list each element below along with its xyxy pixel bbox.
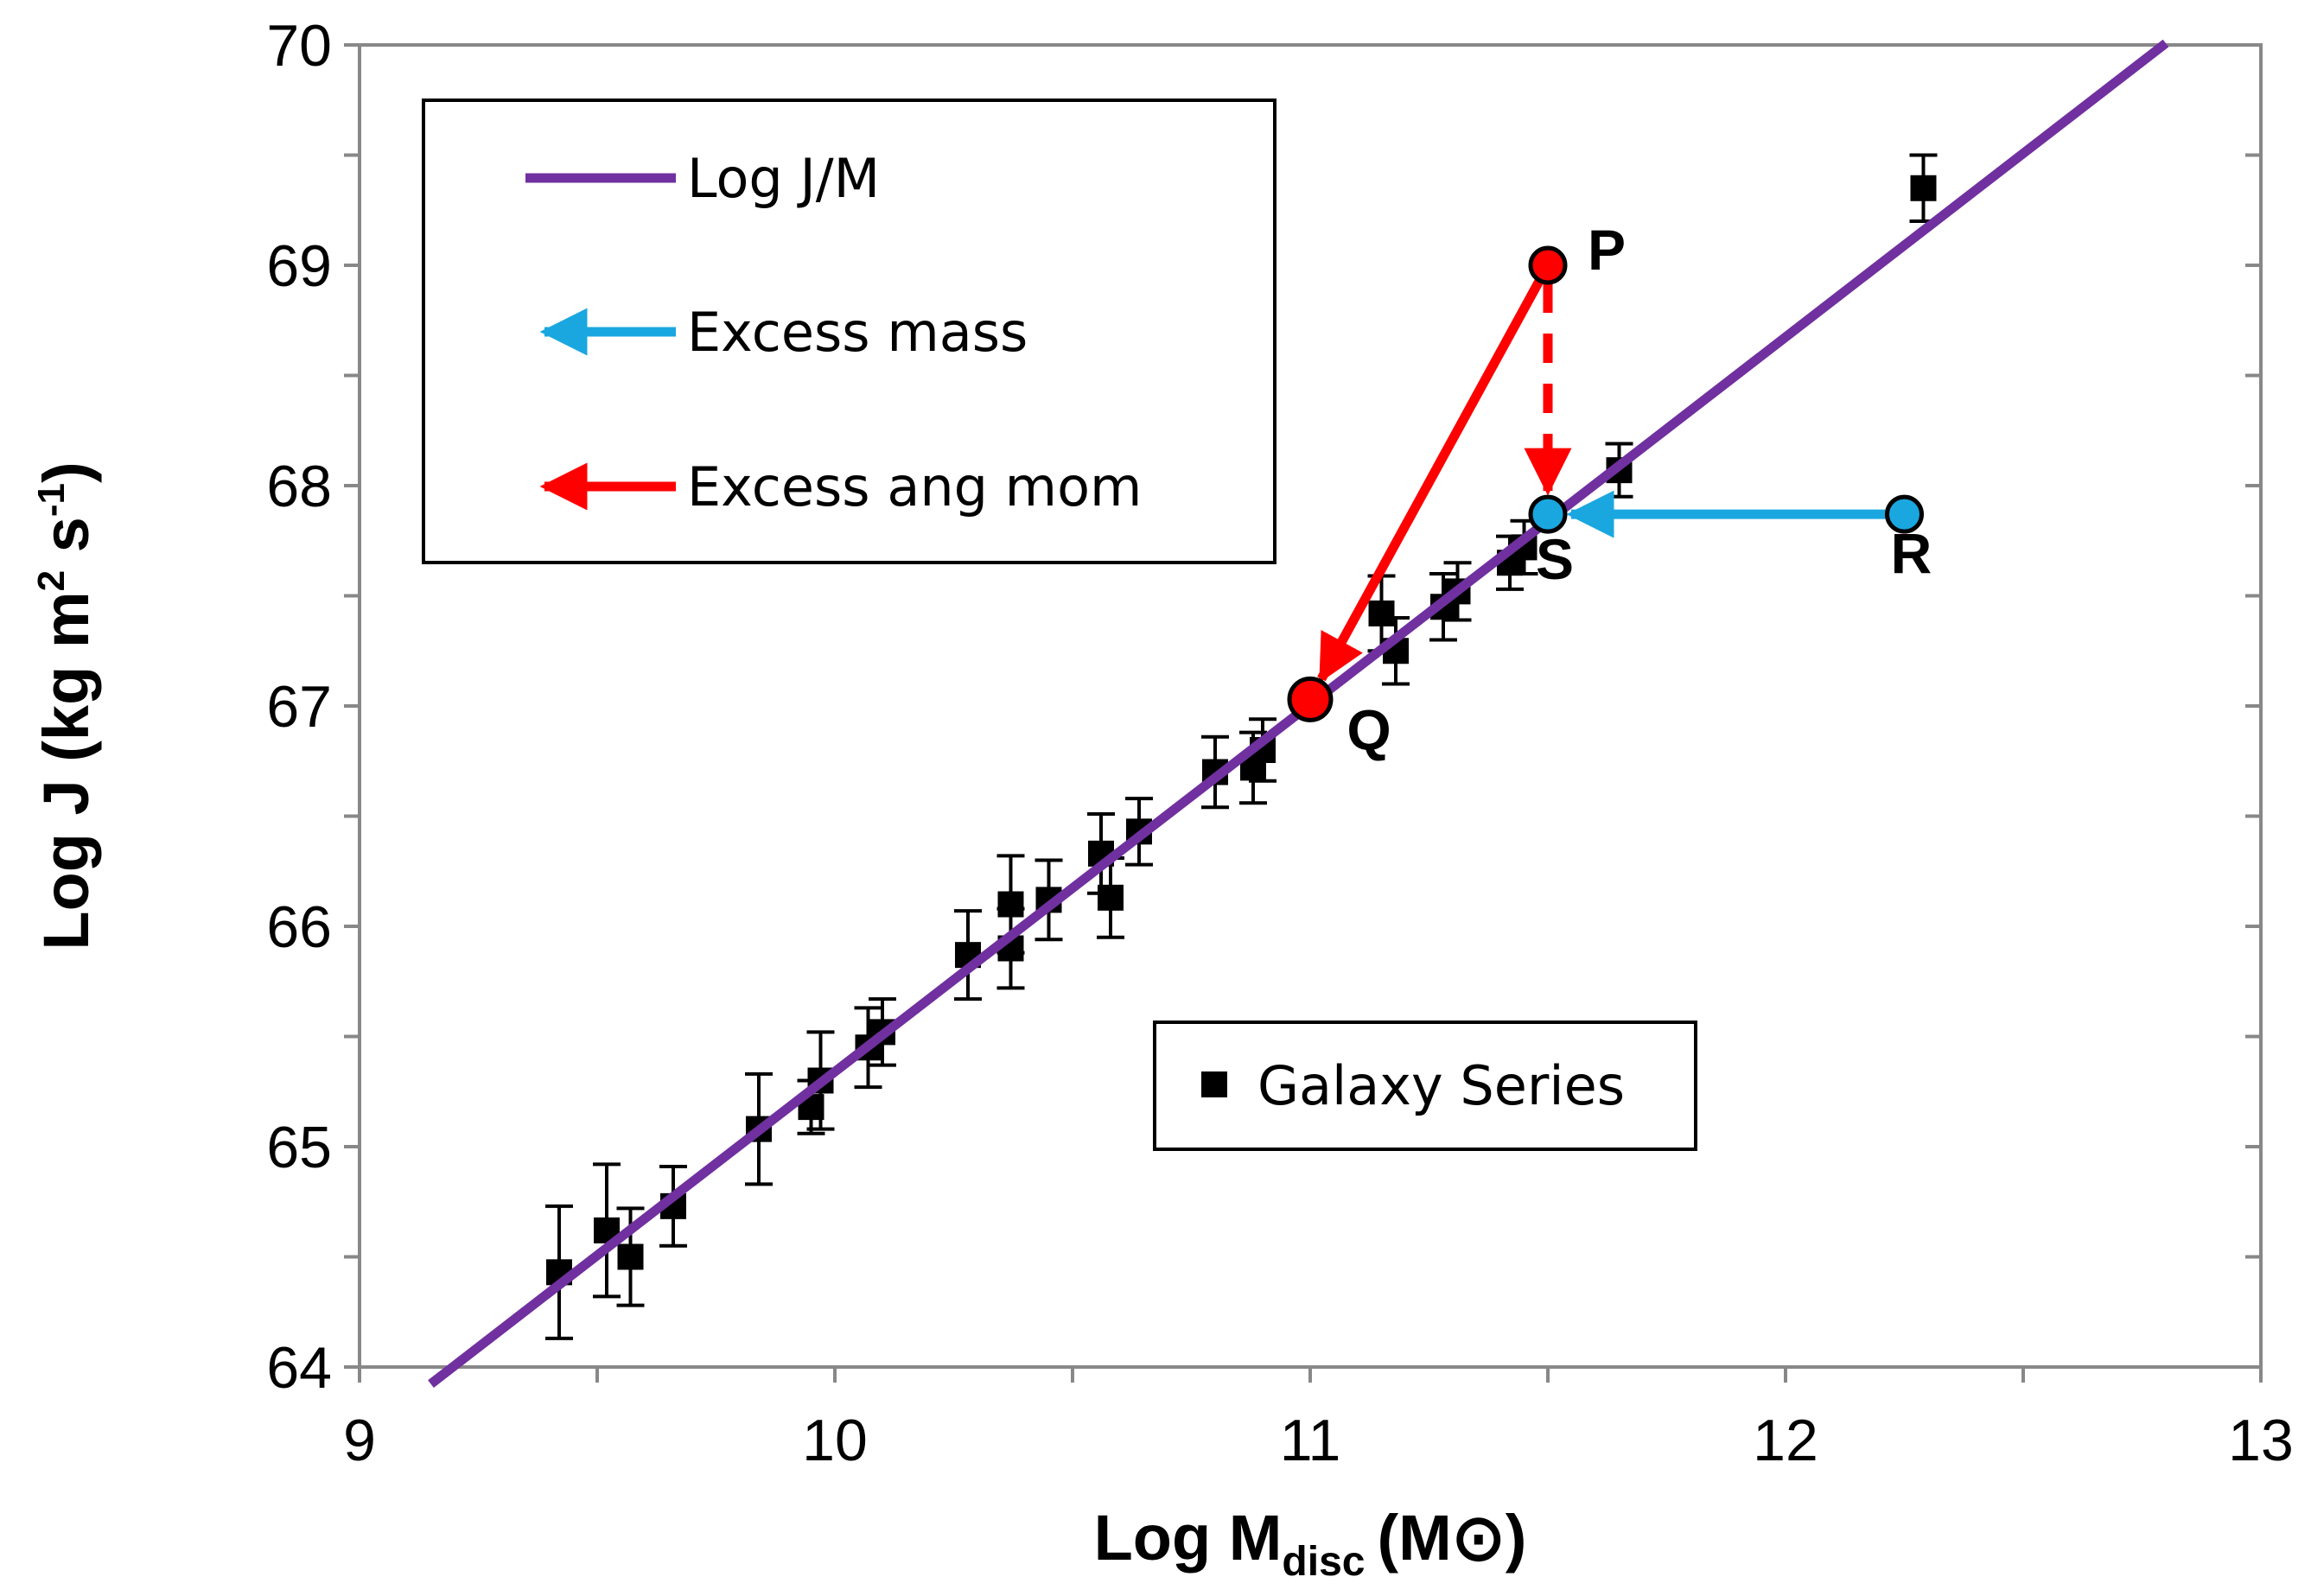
arrows [1317, 278, 1887, 684]
x-tick-label: 12 [1753, 1408, 1818, 1473]
y-axis-title-mid: s [30, 517, 102, 570]
legend-series: Galaxy Series [1153, 1021, 1697, 1151]
point-label-p: P [1588, 218, 1626, 282]
legend-label-excess-mass: Excess mass [687, 301, 1028, 364]
y-tick-label: 65 [266, 1115, 332, 1180]
galaxy-point [1909, 153, 1938, 223]
x-tick-label: 13 [2228, 1408, 2294, 1473]
y-tick-label: 64 [266, 1335, 332, 1401]
point-p [1528, 245, 1568, 285]
legend-label-galaxy-series: Galaxy Series [1257, 1054, 1625, 1117]
y-axis-title-sup2: -1 [30, 483, 73, 517]
galaxy-point [616, 1206, 645, 1307]
y-axis-title: Log J (kg m2 s-1) [30, 461, 102, 950]
legend-series-box [1153, 1021, 1697, 1151]
y-tick-label: 69 [266, 233, 332, 299]
galaxy-marker [1098, 884, 1124, 911]
x-tick-labels: 9 10 11 12 13 [343, 1408, 2294, 1473]
y-axis-title-sup1: 2 [30, 570, 73, 591]
galaxy-marker [997, 891, 1024, 918]
galaxy-marker [617, 1243, 644, 1270]
y-axis-title-main: Log J (kg m [30, 591, 102, 950]
legend-label-log-j-m: Log J/M [687, 147, 880, 210]
galaxy-point [593, 1162, 621, 1299]
x-axis-title-unit: (M⊙) [1377, 1502, 1526, 1574]
y-tick-labels: 64 65 66 67 68 69 70 [266, 13, 332, 1401]
point-r [1885, 494, 1924, 534]
legend-label-excess-ang-mom: Excess ang mom [687, 455, 1142, 518]
point-label-r: R [1891, 521, 1932, 585]
galaxy-point [1097, 855, 1124, 939]
arrow-p-to-q [1317, 278, 1544, 684]
y-tick-label: 66 [266, 894, 332, 960]
point-label-s: S [1536, 527, 1574, 591]
labeled-points: P Q R S [1287, 218, 1932, 761]
y-tick-label: 67 [266, 674, 332, 740]
galaxy-marker [1368, 600, 1395, 626]
x-axis-title: Log Mdisc (M⊙) [1094, 1502, 1527, 1585]
y-axis-title-end: ) [30, 461, 102, 483]
y-tick-label: 70 [266, 13, 332, 79]
point-q [1287, 676, 1334, 722]
x-axis-title-main: Log M [1094, 1502, 1283, 1574]
x-tick-label: 11 [1280, 1408, 1341, 1473]
galaxy-marker [1910, 175, 1937, 201]
legend-square-marker-icon [1201, 1071, 1227, 1097]
x-tick-label: 10 [802, 1408, 868, 1473]
legend-main: Log J/M Excess mass Excess ang mom [422, 99, 1276, 564]
x-tick-label: 9 [343, 1408, 376, 1473]
x-axis-title-sub: disc [1282, 1539, 1365, 1585]
galaxy-point [1367, 574, 1396, 653]
point-label-q: Q [1346, 697, 1391, 761]
point-s [1528, 494, 1568, 534]
tick-marks [344, 43, 2263, 1383]
y-tick-label: 68 [266, 454, 332, 519]
